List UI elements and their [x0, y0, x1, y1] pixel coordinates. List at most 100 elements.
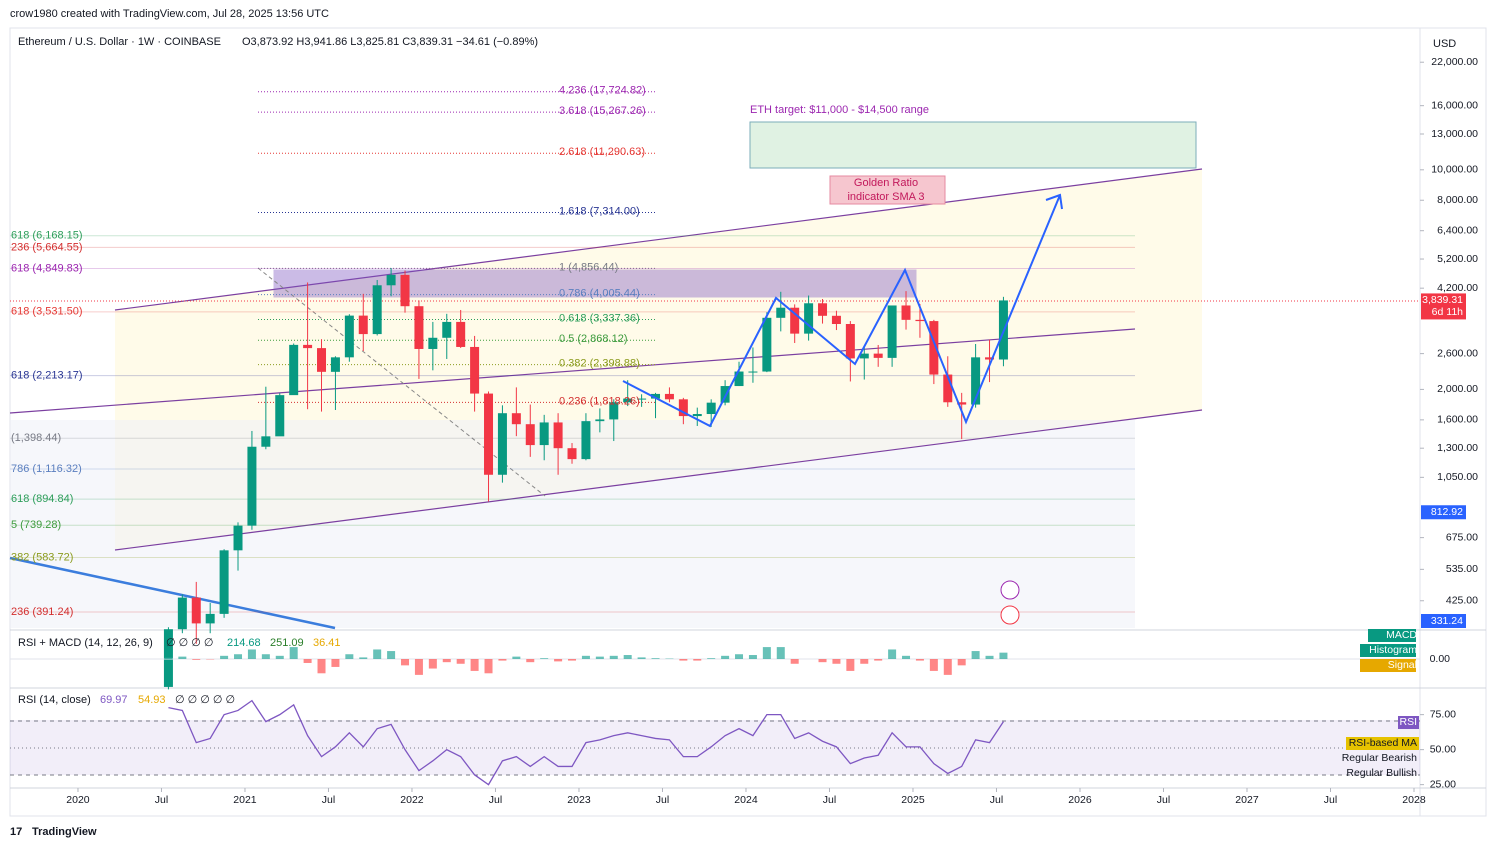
candle-body [678, 399, 688, 417]
fib-label: 382 (583.72) [11, 551, 73, 563]
macd-value: 214.68 [227, 637, 261, 649]
y-tick-label: 8,000.00 [1437, 194, 1478, 206]
macd-bar [247, 649, 256, 659]
macd-bar [317, 659, 326, 674]
macd-bar [261, 654, 270, 659]
candle-body [776, 307, 786, 318]
x-tick-label: Jul [322, 794, 335, 806]
rsi-tag-label: Regular Bearish [1342, 752, 1417, 764]
macd-value: 251.09 [270, 637, 304, 649]
candle-body [971, 357, 981, 405]
candle-body [400, 274, 410, 307]
macd-tag [1368, 629, 1416, 642]
price-tag [1421, 505, 1466, 520]
macd-flags: ∅ ∅ ∅ ∅ [166, 637, 214, 649]
candle-body [442, 321, 452, 338]
x-tick-label: Jul [1324, 794, 1337, 806]
rsi-tag-label: Regular Bullish [1346, 767, 1417, 779]
fib-label: (1,398.44) [11, 432, 61, 444]
rsi-value: 69.97 [100, 694, 128, 706]
macd-bar [679, 659, 688, 661]
candle-body [873, 353, 883, 358]
y-tick-label: 535.00 [1446, 563, 1478, 575]
fib-label: 0.618 (3,337.36) [559, 312, 640, 324]
candle-body [317, 348, 327, 372]
golden-label: Golden Ratio [854, 177, 918, 189]
fib-label: 236 (5,664.55) [11, 241, 83, 253]
candle-body [470, 346, 480, 394]
flag-icon[interactable] [1000, 605, 1020, 625]
x-tick-label: 2026 [1068, 794, 1092, 806]
macd-bar [874, 659, 883, 661]
candle-body [887, 305, 897, 358]
golden-label: indicator SMA 3 [847, 191, 924, 203]
candle-body [247, 446, 257, 526]
channel-mid [9, 328, 1136, 414]
candle-body [539, 422, 549, 446]
macd-bar [554, 659, 563, 662]
candle-body [845, 324, 855, 359]
x-tick-label: Jul [155, 794, 168, 806]
x-tick-label: 2024 [734, 794, 758, 806]
rsi-line [168, 699, 1004, 786]
target-box [749, 121, 1197, 169]
candle-body [456, 321, 466, 347]
candle-body [790, 307, 800, 334]
y-tick-label: 10,000.00 [1431, 164, 1478, 176]
fib-label: 1.618 (7,314.00) [559, 205, 640, 217]
fib-label: 3.618 (15,267.26) [559, 105, 646, 117]
x-tick-label: 2028 [1402, 794, 1426, 806]
macd-value: 36.41 [313, 637, 341, 649]
candle-body [859, 353, 869, 359]
logo: TradingView [32, 826, 97, 838]
y-tick-label: 1,600.00 [1437, 414, 1478, 426]
macd-bar [512, 656, 521, 659]
macd-bar [651, 658, 660, 659]
candle-body [804, 303, 814, 334]
overlay-drawings [10, 193, 1420, 776]
candle-body [484, 393, 494, 475]
macd-bar [818, 659, 827, 663]
fib-label: 0.382 (2,398.88) [559, 358, 640, 370]
rsi-tag-label: RSI [1399, 716, 1417, 728]
macd-bar [303, 659, 312, 663]
golden-ratio-box [829, 175, 946, 205]
macd-bar [484, 659, 493, 674]
fib-label: 0.236 (1,818.26) [559, 395, 640, 407]
target-label: ETH target: $11,000 - $14,500 range [750, 104, 929, 116]
candle-body [275, 395, 285, 437]
candle-body [637, 398, 647, 400]
x-tick-label: Jul [489, 794, 502, 806]
candle-body [261, 436, 271, 447]
macd-bar [498, 659, 507, 661]
candle-body [205, 613, 215, 624]
candle-body [219, 550, 229, 614]
candle-body [664, 393, 674, 400]
y-tick-label: 16,000.00 [1431, 99, 1478, 111]
symbol: Ethereum / U.S. Dollar · 1W · COINBASE [18, 36, 221, 48]
fib-label: 2.618 (11,290.63) [559, 146, 645, 158]
rsi-title: RSI (14, close) [18, 694, 91, 706]
y-tick-label: 22,000.00 [1431, 56, 1478, 68]
x-tick-label: 2027 [1235, 794, 1259, 806]
x-tick-label: 2020 [66, 794, 90, 806]
candle-body [330, 357, 340, 372]
drawings [9, 91, 1420, 630]
candle-body [706, 402, 716, 415]
event-icon[interactable] [1000, 580, 1020, 600]
macd-bar [943, 659, 952, 675]
candle-body [748, 371, 758, 373]
macd-bar [595, 656, 604, 659]
macd-bar [331, 659, 340, 667]
candle-body [692, 414, 702, 417]
candle-body [957, 402, 967, 405]
fib-label: 4.236 (17,724.82) [559, 85, 646, 97]
fib-label: 0.5 (2,868.12) [559, 333, 628, 345]
macd-bar [428, 659, 437, 669]
macd-tag-label: Histogram [1369, 644, 1417, 656]
candle-body [344, 315, 354, 358]
candle-body [511, 413, 521, 425]
y-tick-label: 1,050.00 [1437, 471, 1478, 483]
macd-bar [289, 647, 298, 659]
